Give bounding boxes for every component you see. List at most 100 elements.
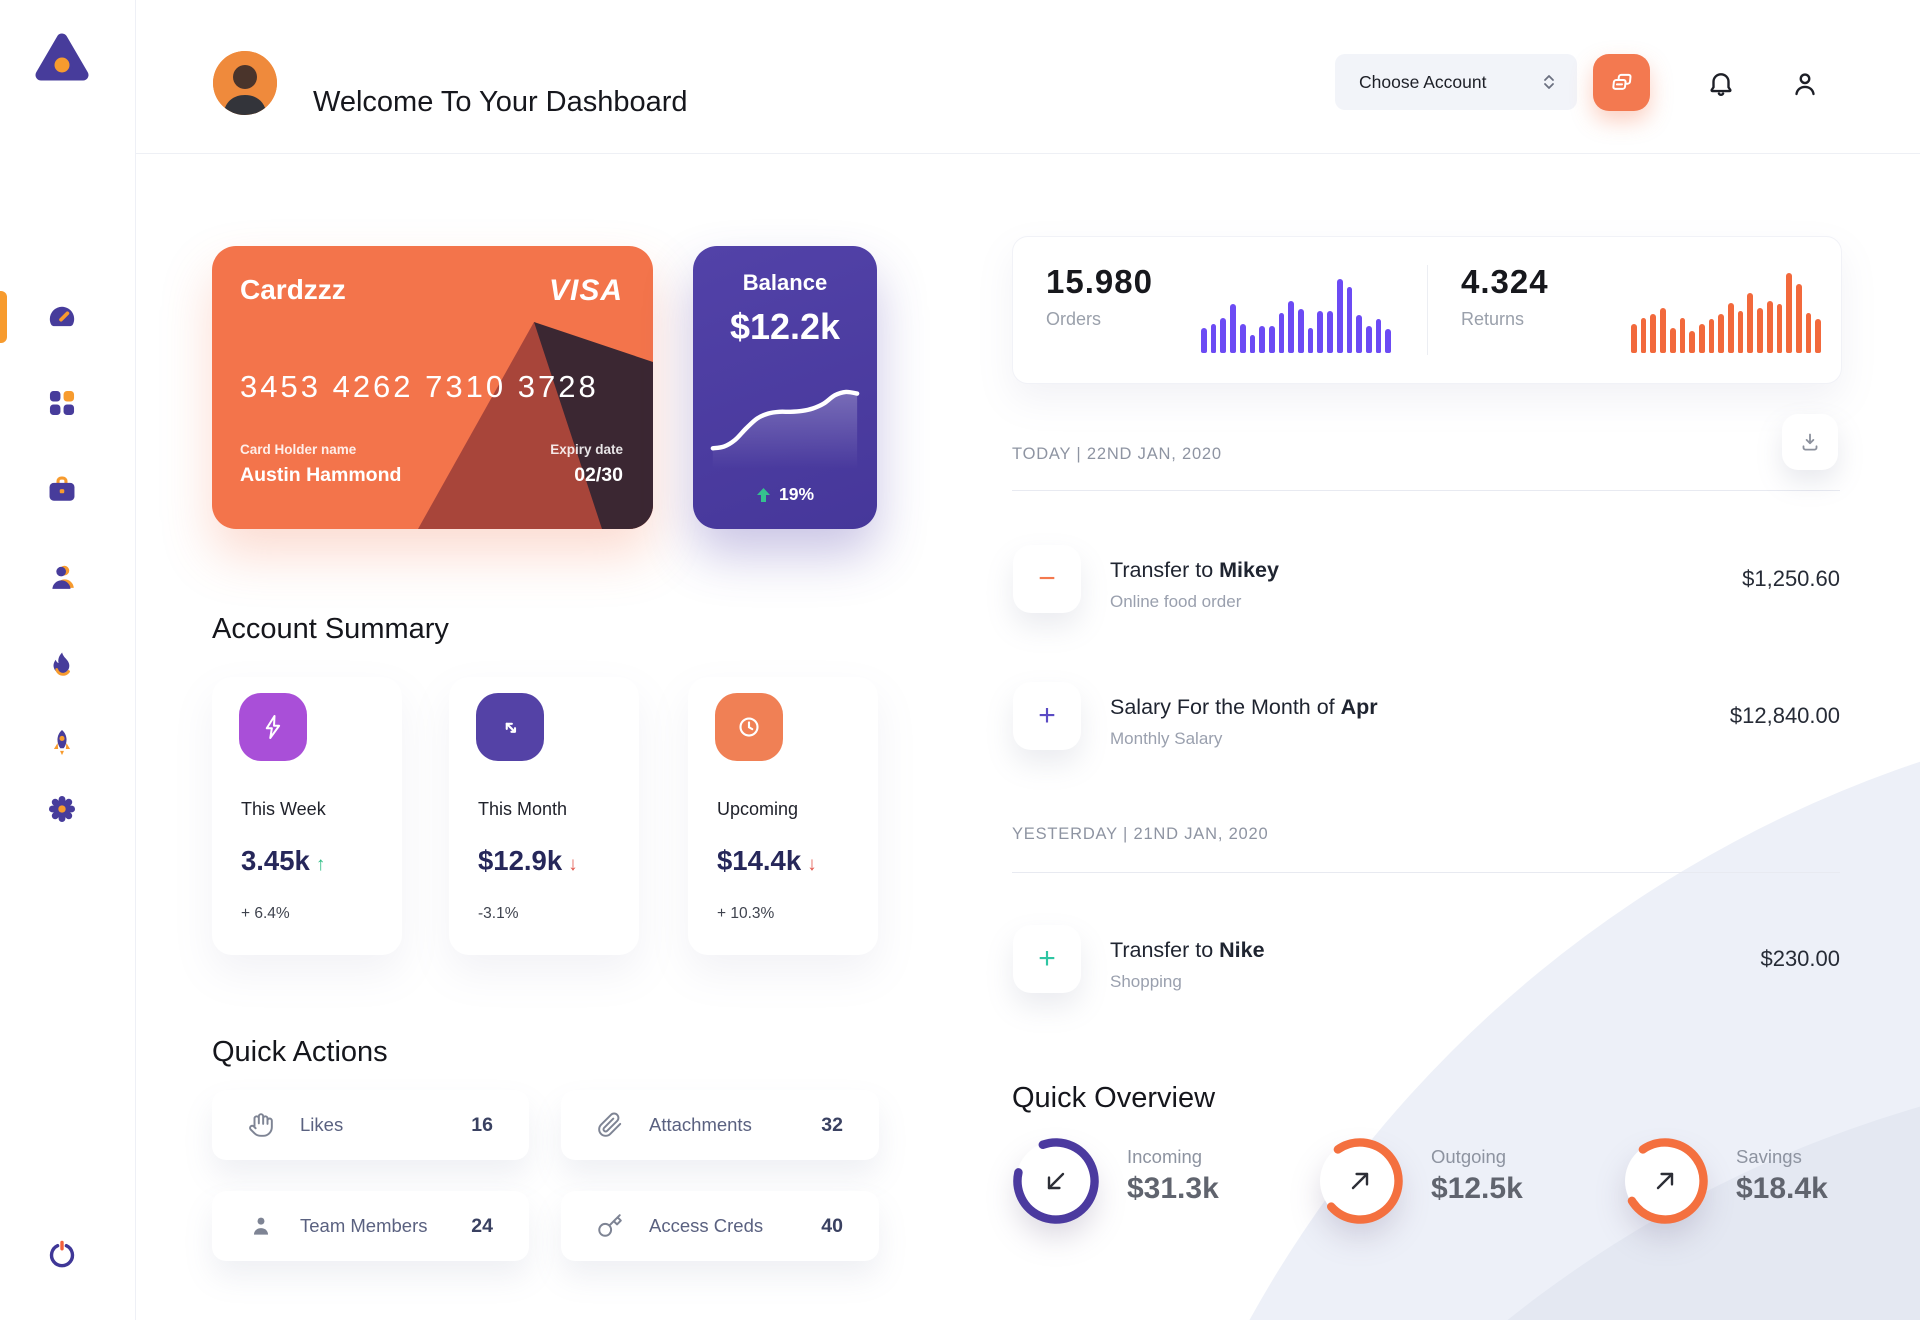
summary-label: This Month <box>478 799 568 819</box>
download-icon <box>1802 433 1818 451</box>
sidebar-item-launch[interactable] <box>45 726 79 760</box>
account-select-label: Choose Account <box>1359 71 1487 92</box>
power-icon <box>49 1240 75 1268</box>
quick-action-count: 24 <box>471 1214 493 1237</box>
returns-bar-chart <box>1631 269 1822 353</box>
plus-icon: + <box>1038 942 1056 975</box>
summary-delta: -3.1% <box>478 905 519 922</box>
account-summary-title: Account Summary <box>212 613 449 646</box>
flame-icon <box>53 652 70 676</box>
tx-title: Transfer to <box>1110 558 1220 582</box>
gauge-value: $12.5k <box>1431 1172 1523 1205</box>
expiry-date: 02/30 <box>574 464 623 486</box>
notifications-button[interactable] <box>1706 69 1736 99</box>
sidebar <box>0 0 136 1320</box>
tx-title-bold: Mikey <box>1219 558 1279 582</box>
minus-icon: − <box>1038 562 1056 595</box>
gauge-value: $31.3k <box>1127 1172 1219 1205</box>
quick-overview-title: Quick Overview <box>1012 1082 1216 1115</box>
header-divider <box>136 153 1920 154</box>
summary-value: 3.45k <box>241 845 310 876</box>
sidebar-item-settings[interactable] <box>45 792 79 826</box>
tx-amount: $1,250.60 <box>1742 566 1840 591</box>
download-button[interactable] <box>1782 414 1838 470</box>
balance-change: 19% <box>778 484 815 504</box>
gauge-savings <box>1618 1134 1712 1228</box>
tx-amount: $230.00 <box>1760 946 1840 971</box>
summary-value: $14.4k <box>717 845 802 876</box>
orders-returns-card: 15.980 Orders 4.324 Returns <box>1012 236 1842 384</box>
tx-subtitle: Shopping <box>1110 972 1182 991</box>
card-holder-label: Card Holder name <box>240 442 357 457</box>
visa-logo: VISA <box>548 274 623 307</box>
arrow-up-right-icon <box>1351 1172 1369 1190</box>
quick-action-team-members[interactable]: Team Members 24 <box>212 1191 529 1261</box>
gauge-label: Savings <box>1736 1146 1802 1167</box>
summary-delta: + 10.3% <box>717 905 775 922</box>
returns-value: 4.324 <box>1461 263 1549 300</box>
orders-bar-chart <box>1201 269 1392 353</box>
card-name: Cardzzz <box>240 274 346 305</box>
arrow-down-left-icon <box>1047 1172 1065 1190</box>
balance-value: $12.2k <box>729 306 841 347</box>
tx-amount: $12,840.00 <box>1729 703 1840 728</box>
sidebar-item-apps[interactable] <box>45 386 79 420</box>
gear-icon <box>48 795 76 823</box>
quick-action-count: 32 <box>821 1113 843 1136</box>
quick-actions-title: Quick Actions <box>212 1036 388 1069</box>
profile-button[interactable] <box>1790 69 1820 99</box>
stats-divider <box>1427 265 1428 355</box>
gauge-label: Incoming <box>1127 1146 1203 1167</box>
user-icon <box>1795 73 1815 96</box>
tx-title-bold: Apr <box>1340 695 1378 719</box>
key-icon <box>598 1214 622 1237</box>
tx-title: Transfer to <box>1110 938 1220 962</box>
quick-action-count: 16 <box>471 1113 493 1136</box>
trend-up-arrow: ↑ <box>315 854 326 875</box>
quick-action-likes[interactable]: Likes 16 <box>212 1090 529 1160</box>
grid-icon <box>49 390 75 416</box>
balance-label: Balance <box>742 270 828 295</box>
gauge-label: Outgoing <box>1431 1146 1507 1167</box>
card-triangle-decoration <box>418 322 653 529</box>
returns-label: Returns <box>1461 309 1525 329</box>
plus-icon-badge: + <box>1013 682 1081 750</box>
summary-card-upcoming: Upcoming $14.4k ↓ + 10.3% <box>688 677 878 955</box>
plus-icon: + <box>1038 699 1056 732</box>
card-holder-name: Austin Hammond <box>240 464 402 486</box>
quick-action-access-creds[interactable]: Access Creds 40 <box>561 1191 879 1261</box>
paperclip-icon <box>598 1112 622 1137</box>
summary-value: $12.9k <box>478 845 563 876</box>
speedometer-icon <box>49 306 75 327</box>
messages-button[interactable] <box>1593 54 1650 111</box>
tx-title-bold: Nike <box>1219 938 1265 962</box>
sidebar-item-members[interactable] <box>45 560 79 594</box>
quick-action-label: Access Creds <box>649 1215 764 1236</box>
credit-card: Cardzzz VISA 3453 4262 7310 3728 Card Ho… <box>212 246 653 529</box>
summary-label: Upcoming <box>717 799 799 819</box>
triangle-logo-icon <box>35 33 89 81</box>
minus-icon-badge: − <box>1013 545 1081 613</box>
sidebar-item-trending[interactable] <box>45 648 79 682</box>
sidebar-item-dashboard[interactable] <box>45 300 79 334</box>
person-icon <box>253 1217 269 1235</box>
arrow-up-left-icon-badge <box>476 693 544 761</box>
chat-icon <box>1611 73 1632 90</box>
logout-button[interactable] <box>45 1238 79 1272</box>
sidebar-item-work[interactable] <box>45 473 79 507</box>
summary-label: This Week <box>241 799 326 819</box>
user-avatar[interactable] <box>213 51 277 115</box>
gauge-incoming <box>1009 1134 1103 1228</box>
quick-action-attachments[interactable]: Attachments 32 <box>561 1090 879 1160</box>
arrow-up-right-icon <box>1656 1172 1674 1190</box>
account-select[interactable]: Choose Account <box>1335 54 1577 110</box>
arrow-up-left-icon <box>505 722 517 733</box>
summary-card-this-month: This Month $12.9k ↓ -3.1% <box>449 677 639 955</box>
list-divider <box>1012 490 1840 491</box>
briefcase-icon <box>49 476 75 501</box>
summary-delta: + 6.4% <box>241 905 290 922</box>
up-arrow-icon <box>756 487 770 502</box>
orders-value: 15.980 <box>1046 263 1153 300</box>
app-logo[interactable] <box>34 30 90 86</box>
